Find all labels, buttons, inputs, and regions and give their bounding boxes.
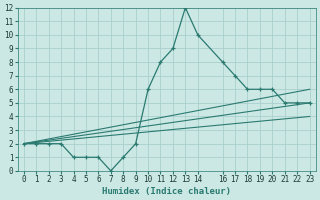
X-axis label: Humidex (Indice chaleur): Humidex (Indice chaleur): [102, 187, 231, 196]
